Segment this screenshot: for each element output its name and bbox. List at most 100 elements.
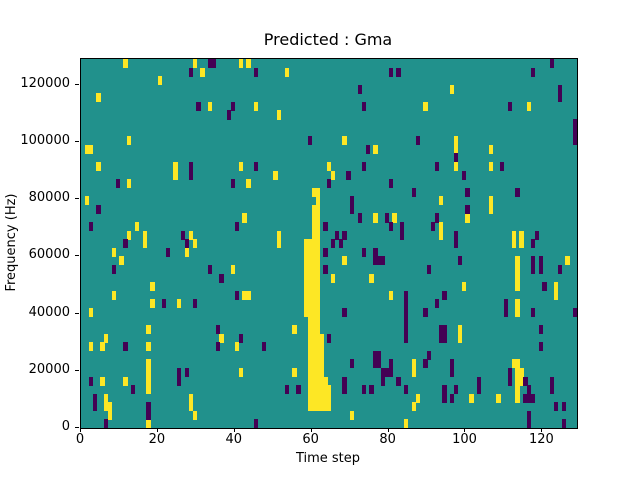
heatmap-cell-high (111, 290, 117, 300)
heatmap-cell-high (311, 342, 317, 352)
heatmap-cell-high (146, 325, 151, 335)
x-tick-mark (80, 428, 81, 432)
heatmap-cell-high (515, 385, 520, 395)
heatmap-cell-low (550, 385, 555, 395)
heatmap-cell-low (192, 299, 197, 309)
heatmap-cell-low (211, 59, 217, 69)
heatmap-cell-low (323, 222, 328, 232)
heatmap-cell-low (430, 222, 436, 232)
heatmap-cell-low (388, 359, 393, 369)
heatmap-cell-low (234, 222, 240, 232)
heatmap-cell-high (315, 316, 320, 326)
heatmap-cell-high (373, 213, 378, 223)
heatmap-cell-high (319, 342, 324, 352)
heatmap-cell-low (369, 385, 374, 395)
heatmap-cell-low (573, 119, 577, 129)
heatmap-cell-low (207, 264, 213, 275)
heatmap-cell-low (184, 239, 190, 249)
heatmap-cell-high (315, 393, 320, 403)
heatmap-cell-high (327, 161, 332, 172)
heatmap-cell-high (234, 342, 240, 352)
x-tick-mark (233, 428, 235, 432)
heatmap-cell-low (450, 393, 455, 403)
heatmap-cell-low (453, 153, 459, 163)
heatmap-cell-low (434, 299, 440, 309)
heatmap-cell-high (307, 376, 313, 386)
x-tick-mark (464, 428, 466, 432)
y-tick-label: 60000 (28, 247, 70, 263)
heatmap-cell-low (396, 67, 401, 77)
heatmap-cell-low (434, 161, 440, 172)
heatmap-cell-high (315, 376, 320, 386)
heatmap-cell-low (503, 307, 509, 317)
heatmap-cell-high (311, 393, 317, 403)
heatmap-cell-low (130, 385, 136, 395)
x-tick-label: 100 (452, 432, 477, 447)
heatmap-cell-high (553, 282, 559, 292)
heatmap-cell-low (442, 333, 447, 343)
heatmap-cell-low (400, 230, 405, 240)
heatmap-cell-high (284, 67, 290, 77)
heatmap-cell-high (411, 367, 416, 377)
heatmap-cell-low (361, 247, 367, 257)
heatmap-cell-high (319, 367, 324, 377)
heatmap-cell-high (469, 393, 474, 403)
heatmap-cell-high (315, 213, 320, 223)
heatmap-cell-high (519, 367, 524, 377)
heatmap-cell-low (346, 170, 351, 180)
heatmap-cell-low (530, 264, 536, 275)
heatmap-cell-low (507, 101, 513, 111)
heatmap-cell-low (327, 179, 332, 189)
heatmap-cell-high (511, 230, 516, 240)
heatmap-cells (81, 59, 577, 428)
heatmap-cell-high (515, 367, 520, 377)
heatmap-cell-high (304, 264, 309, 275)
heatmap-cell-low (550, 376, 555, 386)
heatmap-cell-high (88, 342, 94, 352)
heatmap-cell-high (488, 204, 493, 214)
heatmap-cell-high (319, 333, 324, 343)
heatmap-cell-low (423, 359, 428, 369)
y-tick-mark (75, 369, 79, 371)
heatmap-cell-low (557, 93, 563, 103)
heatmap-cell-high (242, 213, 247, 223)
heatmap-cell-low (542, 282, 547, 292)
heatmap-cell-high (107, 402, 113, 412)
heatmap-cell-low (342, 376, 347, 386)
heatmap-cell-high (511, 359, 516, 369)
heatmap-cell-low (219, 273, 224, 283)
heatmap-cell-low (357, 213, 363, 223)
heatmap-cell-high (438, 222, 443, 232)
heatmap-cell-high (307, 239, 313, 249)
heatmap-cell-high (292, 367, 297, 377)
heatmap-cell-high (411, 359, 416, 369)
heatmap-cell-high (453, 136, 459, 146)
heatmap-cell-low (442, 325, 447, 335)
heatmap-cell-low (453, 239, 459, 249)
heatmap-cell-high (273, 170, 278, 180)
heatmap-cell-high (304, 256, 309, 266)
heatmap-cell-high (238, 59, 243, 69)
y-tick-mark (75, 312, 79, 314)
heatmap-cell-low (342, 307, 347, 317)
heatmap-cell-low (307, 136, 313, 146)
heatmap-cell-low (373, 247, 378, 257)
heatmap-cell-low (377, 359, 382, 369)
heatmap-cell-high (254, 101, 259, 111)
heatmap-cell-low (384, 367, 390, 377)
heatmap-cell-high (307, 367, 313, 377)
heatmap-cell-high (515, 299, 520, 309)
heatmap-cell-high (307, 333, 313, 343)
heatmap-cell-low (453, 385, 459, 395)
heatmap-cell-high (242, 290, 247, 300)
heatmap-cell-low (380, 367, 386, 377)
heatmap-cell-low (527, 393, 532, 403)
heatmap-cell-low (373, 256, 378, 266)
heatmap-cell-high (230, 264, 236, 275)
heatmap-cell-high (134, 222, 140, 232)
heatmap-cell-low (538, 342, 543, 352)
heatmap-cell-low (557, 264, 563, 275)
heatmap-cell-high (219, 333, 224, 343)
heatmap-cell-low (323, 264, 328, 275)
heatmap-cell-high (307, 385, 313, 395)
